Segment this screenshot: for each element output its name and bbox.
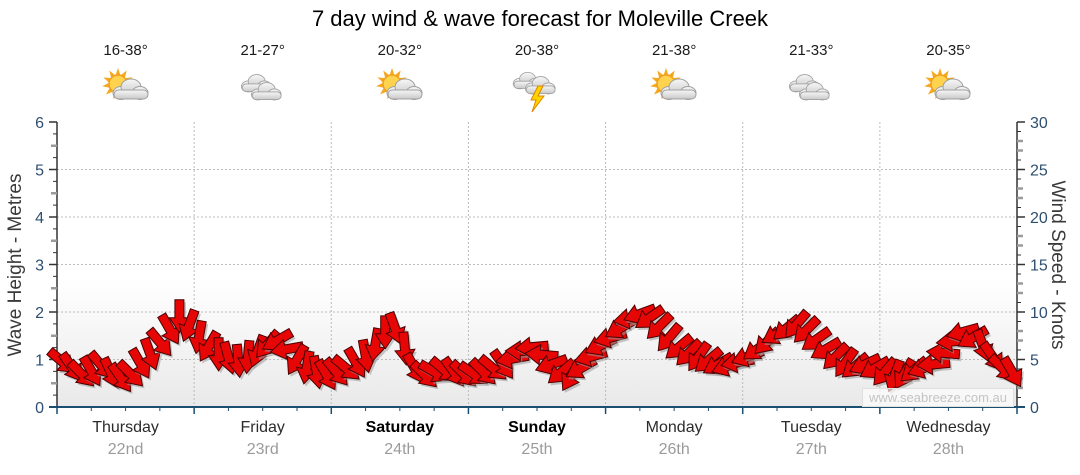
wind-axis-tick-label: 5 [1030,353,1039,370]
wave-axis-tick-label: 1 [35,353,44,370]
wind-axis-tick-label: 15 [1030,258,1048,275]
wind-arrow [139,336,163,373]
day-name-saturday: Saturday [365,419,435,436]
partly-cloudy-icon [101,68,149,100]
cloud-shape [934,78,971,100]
cloud-shape [660,78,697,100]
wind-arrow [330,353,362,382]
cloud-shape [799,82,830,101]
wind-arrow [999,355,1024,390]
partly-cloudy-icon [376,68,423,100]
wave-axis-label: Wave Height - Metres [5,173,26,357]
temp-label-tuesday: 21-33° [789,42,834,59]
wind-axis-tick-label: 10 [1030,305,1048,322]
weather-icon-monday [645,64,703,114]
temp-label-wednesday: 20-35° [926,42,971,59]
day-name-sunday: Sunday [508,419,566,436]
wind-axis-tick-label: 25 [1030,163,1048,180]
wind-arrow [343,345,368,380]
wind-axis-label: Wind Speed - Knots [1047,180,1068,350]
temp-label-thursday: 16-38° [103,42,148,59]
day-name-friday: Friday [240,419,285,436]
cloud-shape [386,78,423,100]
temp-label-saturday: 20-32° [377,42,423,59]
cloudy-icon [240,74,282,101]
weather-icon-sunday [508,64,566,114]
partly-cloudy-icon [924,68,971,100]
weather-icon-thursday [97,64,155,114]
wind-arrow [261,327,296,353]
wind-axis-tick-label: 30 [1030,115,1048,132]
cloudy-icon [789,74,830,101]
day-name-thursday: Thursday [92,419,159,436]
wind-arrow [810,336,845,362]
temp-label-sunday: 20-38° [514,42,560,59]
wind-arrow [178,308,201,344]
day-date-tuesday: 27th [795,441,827,458]
day-date-friday: 23rd [246,441,279,458]
wave-axis-tick-label: 3 [35,258,44,275]
weather-icon-tuesday [782,64,840,114]
wind-arrow [646,311,676,341]
lightning-bolt [530,85,545,113]
temp-label-friday: 21-27° [240,42,285,59]
wind-axis-tick-label: 20 [1030,210,1048,227]
watermark: www.seabreeze.com.au [861,388,1014,407]
storm-icon [512,72,556,113]
wind-arrow [925,341,962,366]
day-date-wednesday: 28th [932,441,964,458]
cloud-shape [112,78,149,100]
wind-arrow [157,312,182,347]
day-date-thursday: 22nd [107,441,144,458]
wave-axis-tick-label: 6 [35,115,44,132]
wave-axis-tick-label: 5 [35,163,44,180]
day-name-tuesday: Tuesday [780,419,842,436]
weather-icon-saturday [371,64,429,114]
page-title: 7 day wind & wave forecast for Moleville… [311,6,769,31]
wind-arrow [269,338,306,362]
wave-axis-tick-label: 0 [35,400,44,417]
cloud-shape [250,82,282,101]
wind-arrow [145,326,173,358]
day-date-sunday: 25th [521,441,553,458]
day-date-saturday: 24th [384,441,416,458]
weather-icon-friday [234,64,292,114]
day-date-monday: 26th [658,441,690,458]
wind-axis-tick-label: 0 [1030,400,1039,417]
partly-cloudy-icon [650,68,697,100]
temp-label-monday: 21-38° [651,42,697,59]
wind-arrow-series [46,299,1024,395]
day-name-wednesday: Wednesday [906,419,991,436]
wave-axis-tick-label: 2 [35,305,44,322]
day-name-monday: Monday [645,419,703,436]
weather-icon-wednesday [919,64,977,114]
wave-axis-tick-label: 4 [35,210,44,227]
wind-arrow [78,354,103,389]
